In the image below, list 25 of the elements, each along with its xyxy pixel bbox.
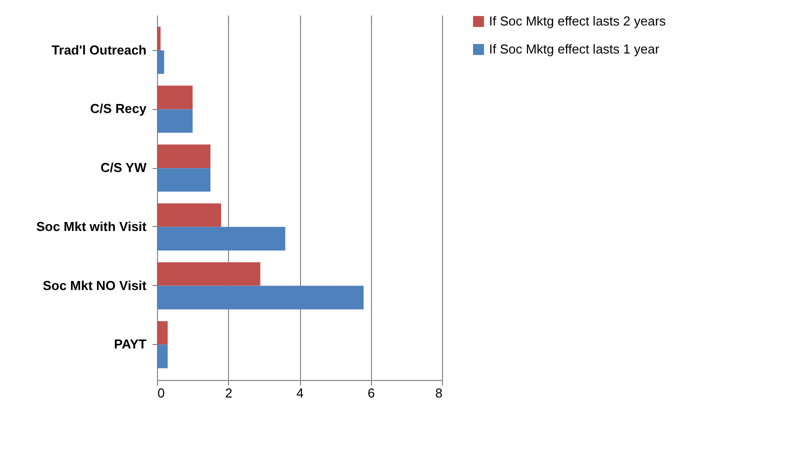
y-tick-label: PAYT xyxy=(114,336,147,352)
bar xyxy=(157,109,193,133)
bar xyxy=(157,26,161,50)
bar xyxy=(157,86,193,110)
bar xyxy=(157,226,286,250)
y-tick-label: Trad'l Outreach xyxy=(52,42,147,58)
bar xyxy=(157,50,164,74)
legend-label: If Soc Mktg effect lasts 2 years xyxy=(489,14,666,28)
bar xyxy=(157,203,222,227)
x-tick-label: 0 xyxy=(158,386,165,400)
bar xyxy=(157,286,364,310)
bar xyxy=(157,344,168,368)
bar xyxy=(157,144,210,168)
x-tick-label: 4 xyxy=(296,386,304,400)
y-tick-label: C/S YW xyxy=(100,160,148,176)
y-tick-label: C/S Recy xyxy=(90,101,148,116)
y-tick-label: Soc Mkt with Visit xyxy=(36,218,148,234)
x-tick-label: 8 xyxy=(435,386,442,400)
bar xyxy=(157,321,168,345)
bar xyxy=(157,168,210,192)
x-tick-label: 2 xyxy=(225,386,232,400)
x-tick-label: 6 xyxy=(368,386,375,400)
bar xyxy=(157,262,260,286)
y-tick-label: Soc Mkt NO Visit xyxy=(42,278,148,293)
legend-label: If Soc Mktg effect lasts 1 year xyxy=(489,42,660,56)
